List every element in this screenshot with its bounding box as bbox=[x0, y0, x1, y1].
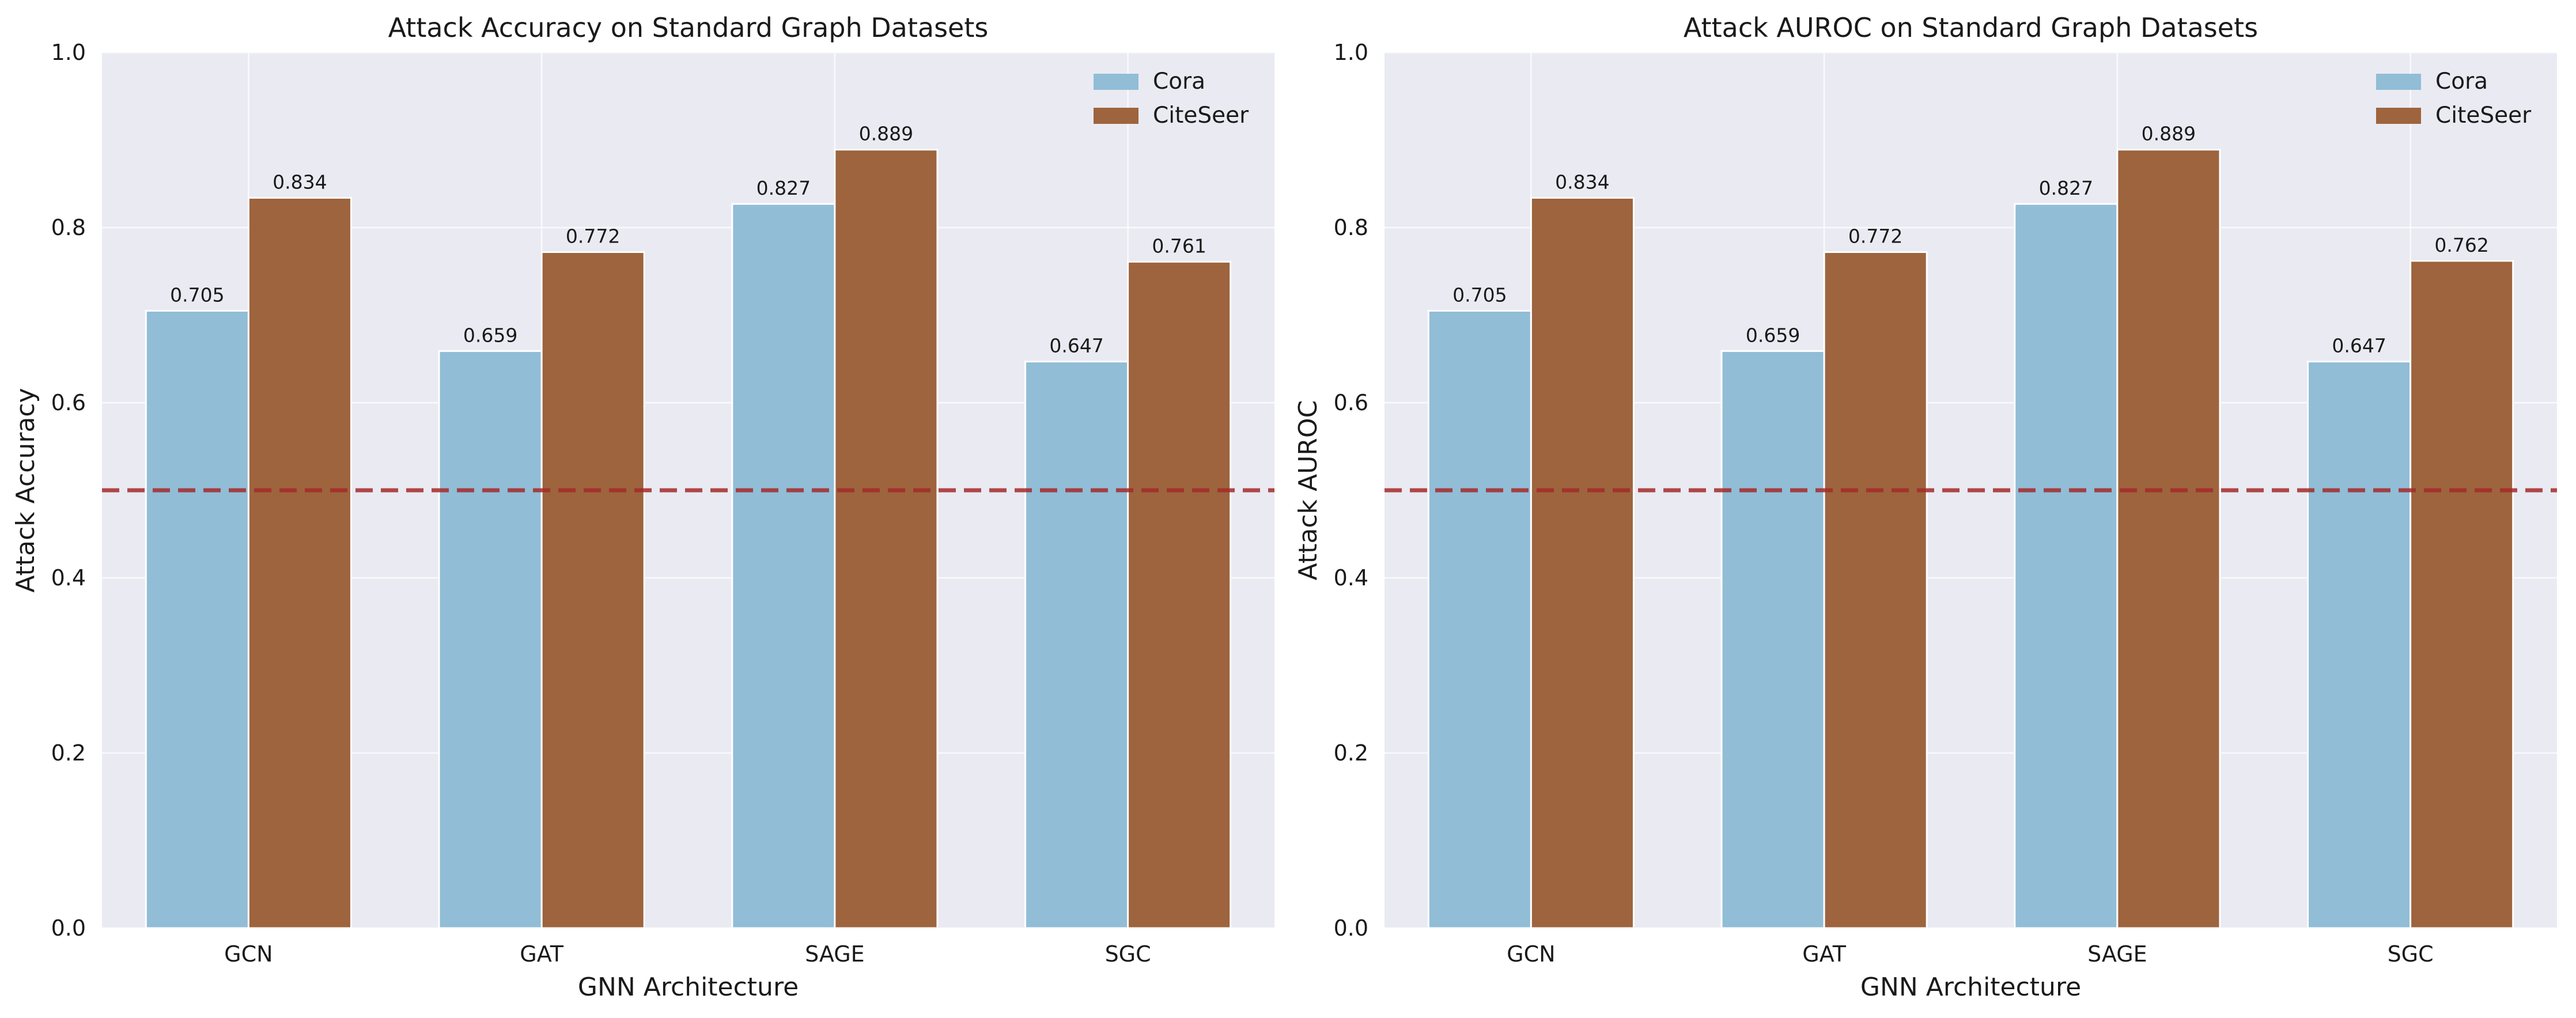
bar-cora-gat bbox=[1720, 350, 1825, 929]
y-tick-label: 0.4 bbox=[1334, 565, 1368, 591]
x-tick-label: GCN bbox=[224, 941, 273, 967]
y-tick-label: 0.4 bbox=[51, 565, 86, 591]
data-label: 0.705 bbox=[170, 283, 224, 306]
bar-cora-sage bbox=[2014, 203, 2119, 929]
legend-label-citeseer: CiteSeer bbox=[2435, 103, 2532, 128]
bar-citeseer-gat bbox=[540, 251, 645, 929]
legend-label-citeseer: CiteSeer bbox=[1153, 103, 1249, 128]
x-tick-label: SAGE bbox=[2087, 941, 2147, 967]
bar-cora-gcn bbox=[1427, 309, 1532, 929]
x-axis-label: GNN Architecture bbox=[1860, 972, 2081, 1002]
y-tick-label: 0.0 bbox=[1334, 915, 1368, 941]
chart-panel-2: 0.705 0.659 0.827 0.647 0.834 0.772 0.889 0.762… bbox=[1293, 12, 2557, 1002]
data-label: 0.761 bbox=[1152, 234, 1206, 257]
data-label: 0.762 bbox=[2434, 234, 2488, 256]
x-tick-label: GCN bbox=[1507, 941, 1555, 967]
bar-citeseer-sgc bbox=[1127, 260, 1232, 929]
bar-citeseer-gcn bbox=[247, 196, 352, 929]
data-label: 0.889 bbox=[859, 123, 913, 145]
bar-cora-gat bbox=[438, 350, 543, 929]
data-label: 0.834 bbox=[1555, 171, 1609, 193]
data-label: 0.647 bbox=[1049, 335, 1103, 357]
data-label: 0.827 bbox=[2039, 177, 2093, 199]
bar-citeseer-gcn bbox=[1530, 196, 1635, 929]
data-label: 0.647 bbox=[2332, 335, 2386, 357]
y-tick-label: 0.6 bbox=[51, 390, 86, 415]
x-tick-label: SAGE bbox=[805, 941, 865, 967]
y-tick-label: 0.6 bbox=[1334, 390, 1368, 415]
chart-panel-1: 0.705 0.659 0.827 0.647 0.834 0.772 0.889 0.761… bbox=[11, 12, 1274, 1002]
legend-swatch-cora bbox=[2376, 74, 2421, 90]
x-tick-label: GAT bbox=[520, 941, 563, 967]
y-axis-label: Attack AUROC bbox=[1293, 400, 1323, 581]
bar-citeseer-sage bbox=[834, 149, 939, 929]
x-tick-label: SGC bbox=[1105, 941, 1151, 967]
data-label: 0.834 bbox=[273, 171, 327, 193]
data-label: 0.889 bbox=[2142, 123, 2196, 145]
legend-label-cora: Cora bbox=[1153, 69, 1205, 94]
data-label: 0.772 bbox=[1848, 225, 1902, 248]
bar-citeseer-gat bbox=[1823, 251, 1928, 929]
y-tick-label: 0.8 bbox=[51, 215, 86, 240]
bar-citeseer-sgc bbox=[2409, 260, 2514, 929]
data-label: 0.827 bbox=[756, 177, 811, 199]
data-label: 0.659 bbox=[463, 324, 517, 346]
bar-cora-sage bbox=[731, 203, 836, 929]
y-axis-label: Attack Accuracy bbox=[11, 388, 40, 592]
legend: Cora CiteSeer bbox=[1094, 69, 1249, 128]
y-tick-label: 0.2 bbox=[1334, 740, 1368, 766]
data-label: 0.705 bbox=[1452, 283, 1507, 306]
data-label: 0.659 bbox=[1746, 324, 1800, 346]
x-tick-label: GAT bbox=[1802, 941, 1846, 967]
y-tick-label: 0.2 bbox=[51, 740, 86, 766]
legend-swatch-citeseer bbox=[1094, 108, 1138, 124]
y-tick-label: 1.0 bbox=[1334, 40, 1368, 65]
legend-label-cora: Cora bbox=[2435, 69, 2488, 94]
legend-swatch-cora bbox=[1094, 74, 1138, 90]
x-tick-label: SGC bbox=[2388, 941, 2434, 967]
chart-title: Attack AUROC on Standard Graph Datasets bbox=[1684, 12, 2258, 43]
bar-citeseer-sage bbox=[2116, 149, 2221, 929]
x-axis-label: GNN Architecture bbox=[578, 972, 799, 1002]
bar-cora-sgc bbox=[1024, 361, 1129, 929]
bar-cora-sgc bbox=[2307, 361, 2412, 929]
bar-cora-gcn bbox=[145, 309, 249, 929]
chart-title: Attack Accuracy on Standard Graph Datase… bbox=[388, 12, 989, 43]
legend-swatch-citeseer bbox=[2376, 108, 2421, 124]
y-tick-label: 0.0 bbox=[51, 915, 86, 941]
data-label: 0.772 bbox=[566, 225, 620, 248]
y-tick-label: 1.0 bbox=[51, 40, 86, 65]
y-tick-label: 0.8 bbox=[1334, 215, 1368, 240]
legend: Cora CiteSeer bbox=[2376, 69, 2532, 128]
